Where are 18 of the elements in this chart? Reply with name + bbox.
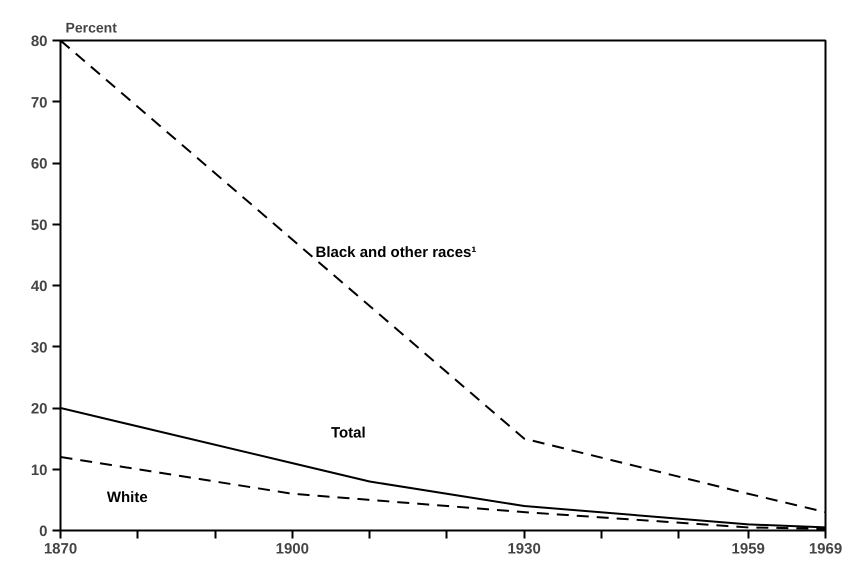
x-tick-label: 1870 (44, 540, 78, 558)
x-tick-label: 1900 (276, 540, 310, 558)
y-tick-label: 0 (39, 523, 48, 540)
series-label: White (106, 489, 148, 506)
y-tick-label: 20 (30, 400, 48, 418)
y-tick-label: 80 (30, 33, 48, 50)
series-label: Black and other races¹ (316, 244, 476, 261)
x-tick-label: 1930 (507, 540, 541, 558)
x-tick-label: 1969 (808, 540, 842, 558)
series-label: Total (330, 424, 366, 442)
y-tick-label: 60 (30, 156, 48, 172)
y-tick-label: 50 (30, 216, 48, 234)
y-tick-label: 40 (30, 278, 48, 295)
y-tick-label: 70 (30, 94, 48, 112)
y-tick-label: 10 (30, 462, 48, 479)
x-tick-label: 1959 (732, 540, 765, 558)
y-tick-label: 30 (30, 339, 48, 356)
y-axis-title: Percent (66, 20, 118, 36)
